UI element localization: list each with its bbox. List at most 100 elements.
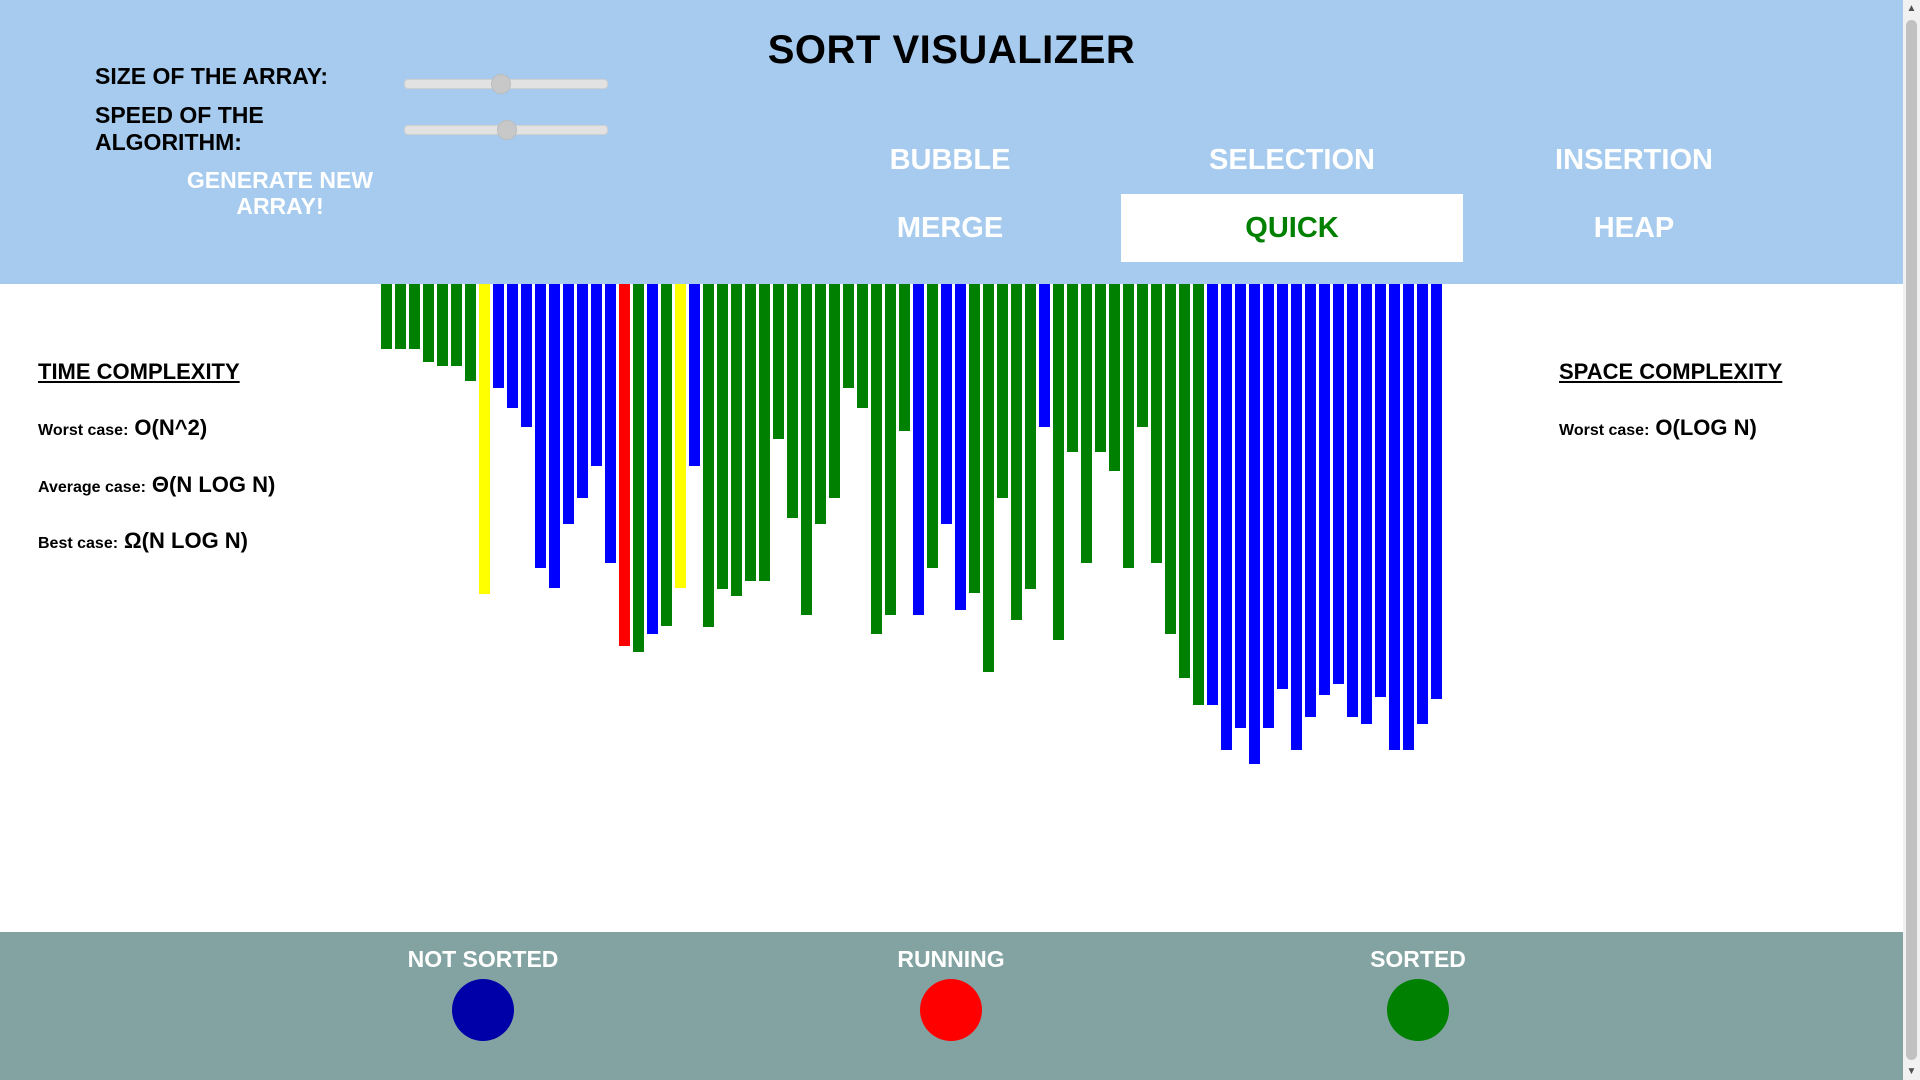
sorted-dot-icon — [1387, 979, 1449, 1041]
array-bar — [787, 284, 798, 518]
space-complexity-heading: SPACE COMPLEXITY — [1559, 359, 1783, 384]
scroll-up-arrow-icon[interactable]: ▲ — [1906, 3, 1917, 14]
legend-bar: NOT SORTED RUNNING SORTED — [0, 932, 1903, 1080]
time-worst-case: Worst case: O(N^2) — [38, 415, 207, 441]
legend-sorted-label: SORTED — [1370, 946, 1466, 972]
array-bar — [745, 284, 756, 581]
array-bar — [885, 284, 896, 615]
speed-slider[interactable] — [404, 120, 608, 140]
time-average-value: Θ(N LOG N) — [151, 472, 276, 497]
array-bar — [1207, 284, 1218, 705]
scroll-thumb[interactable] — [1906, 20, 1917, 1060]
space-worst-label: Worst case: — [1559, 422, 1650, 439]
array-bar — [1277, 284, 1288, 689]
array-bar — [437, 284, 448, 366]
array-bar — [1305, 284, 1316, 717]
array-bar — [997, 284, 1008, 498]
array-bar — [409, 284, 420, 349]
array-bar — [479, 284, 490, 594]
array-bar — [507, 284, 518, 408]
array-bar — [535, 284, 546, 568]
array-bar — [1095, 284, 1106, 452]
array-bar — [563, 284, 574, 524]
algo-button-insertion[interactable]: INSERTION — [1555, 143, 1713, 176]
time-worst-value: O(N^2) — [134, 415, 208, 440]
not-sorted-dot-icon — [452, 979, 514, 1041]
algo-button-selection[interactable]: SELECTION — [1209, 143, 1375, 176]
array-bar — [1053, 284, 1064, 640]
time-complexity-heading: TIME COMPLEXITY — [38, 359, 240, 384]
array-bar — [549, 284, 560, 588]
array-bar — [381, 284, 392, 349]
array-bar — [395, 284, 406, 349]
array-bar — [1319, 284, 1330, 695]
array-bar — [1361, 284, 1372, 724]
space-worst-case: Worst case: O(LOG N) — [1559, 415, 1757, 441]
time-best-case: Best case: Ω(N LOG N) — [38, 528, 248, 554]
array-bar — [1221, 284, 1232, 750]
array-size-slider-knob[interactable] — [491, 74, 512, 94]
time-average-case: Average case: Θ(N LOG N) — [38, 472, 275, 498]
array-bar — [829, 284, 840, 498]
array-bar — [843, 284, 854, 388]
legend-not-sorted-label: NOT SORTED — [407, 946, 559, 972]
array-bar — [1431, 284, 1442, 699]
array-bar — [1081, 284, 1092, 563]
array-bar — [689, 284, 700, 466]
array-bars-canvas — [381, 284, 1442, 764]
array-bar — [801, 284, 812, 615]
array-bar — [717, 284, 728, 589]
array-bar — [815, 284, 826, 524]
array-bar — [1263, 284, 1274, 728]
array-bar — [857, 284, 868, 408]
array-bar — [1249, 284, 1260, 764]
array-bar — [423, 284, 434, 362]
array-bar — [1291, 284, 1302, 750]
array-bar — [941, 284, 952, 524]
speed-label: SPEED OF THE ALGORITHM: — [95, 102, 264, 155]
algo-button-merge[interactable]: MERGE — [896, 211, 1004, 244]
algo-button-quick[interactable]: QUICK — [1121, 194, 1463, 262]
array-bar — [899, 284, 910, 431]
array-bar — [1067, 284, 1078, 452]
array-bar — [1193, 284, 1204, 705]
array-bar — [703, 284, 714, 627]
array-bar — [647, 284, 658, 634]
array-bar — [577, 284, 588, 498]
scroll-down-arrow-icon[interactable]: ▼ — [1906, 1066, 1917, 1077]
algo-button-bubble[interactable]: BUBBLE — [889, 143, 1011, 176]
array-bar — [661, 284, 672, 626]
array-bar — [1151, 284, 1162, 563]
array-bar — [675, 284, 686, 588]
array-bar — [1039, 284, 1050, 427]
array-size-slider[interactable] — [404, 74, 608, 94]
array-bar — [591, 284, 602, 466]
time-average-label: Average case: — [38, 479, 146, 496]
array-bar — [1123, 284, 1134, 568]
page-scrollbar[interactable]: ▲ ▼ — [1903, 0, 1920, 1080]
array-bar — [1333, 284, 1344, 684]
array-bar — [451, 284, 462, 366]
legend-running: RUNNING — [841, 946, 1061, 1041]
array-bar — [1165, 284, 1176, 634]
array-bar — [759, 284, 770, 581]
array-bar — [633, 284, 644, 652]
generate-new-array-button[interactable]: GENERATE NEW ARRAY! — [186, 167, 374, 219]
time-worst-label: Worst case: — [38, 422, 129, 439]
array-bar — [731, 284, 742, 596]
array-bar — [1235, 284, 1246, 728]
legend-running-label: RUNNING — [897, 946, 1005, 972]
time-best-label: Best case: — [38, 535, 119, 552]
array-bar — [1179, 284, 1190, 678]
array-bar — [773, 284, 784, 439]
speed-slider-knob[interactable] — [497, 120, 517, 140]
algo-button-heap[interactable]: HEAP — [1593, 211, 1675, 244]
array-bar — [1109, 284, 1120, 471]
array-bar — [871, 284, 882, 634]
array-bar — [1389, 284, 1400, 750]
legend-not-sorted: NOT SORTED — [373, 946, 593, 1041]
array-bar — [983, 284, 994, 672]
array-bar — [1011, 284, 1022, 620]
array-bar — [969, 284, 980, 593]
page-title: SORT VISUALIZER — [767, 28, 1136, 72]
